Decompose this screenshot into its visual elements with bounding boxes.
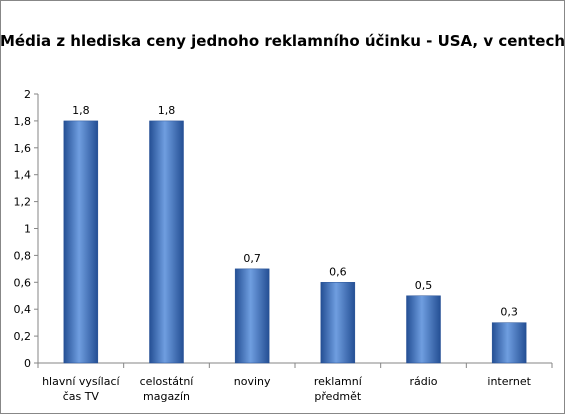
bar — [234, 268, 270, 364]
bar — [491, 322, 527, 364]
bar — [320, 282, 356, 364]
x-tick-label: internet — [487, 375, 531, 388]
y-tick-label: 0,6 — [14, 276, 32, 289]
x-tick-label: předmět — [314, 390, 361, 403]
bar — [406, 295, 441, 364]
x-tick-label: čas TV — [63, 390, 100, 403]
x-tick-label: noviny — [234, 375, 271, 388]
x-tick-label: rádio — [409, 375, 437, 388]
x-tick-label: hlavní vysílací — [42, 375, 120, 388]
y-tick-label: 0,8 — [14, 249, 32, 262]
data-label: 0,3 — [500, 306, 518, 319]
y-tick-label: 1,4 — [14, 169, 32, 182]
data-label: 0,6 — [329, 265, 347, 278]
x-tick-label: celostátní — [140, 375, 195, 388]
y-tick-label: 1 — [24, 223, 31, 236]
y-tick-label: 1,2 — [14, 196, 32, 209]
x-tick-label: reklamní — [314, 375, 363, 388]
y-tick-label: 1,8 — [14, 115, 32, 128]
bar — [149, 120, 184, 364]
y-tick-label: 0,4 — [14, 303, 32, 316]
x-tick-label: magazín — [143, 390, 190, 403]
data-label: 0,5 — [415, 279, 433, 292]
y-tick-label: 1,6 — [14, 142, 32, 155]
y-tick-label: 0 — [24, 357, 31, 370]
data-label: 0,7 — [243, 252, 261, 265]
data-label: 1,8 — [158, 104, 176, 117]
bar — [63, 120, 99, 364]
y-tick-label: 0,2 — [14, 330, 32, 343]
data-label: 1,8 — [72, 104, 90, 117]
chart-title: Média z hlediska ceny jednoho reklamního… — [0, 32, 565, 50]
y-tick-label: 2 — [24, 88, 31, 101]
